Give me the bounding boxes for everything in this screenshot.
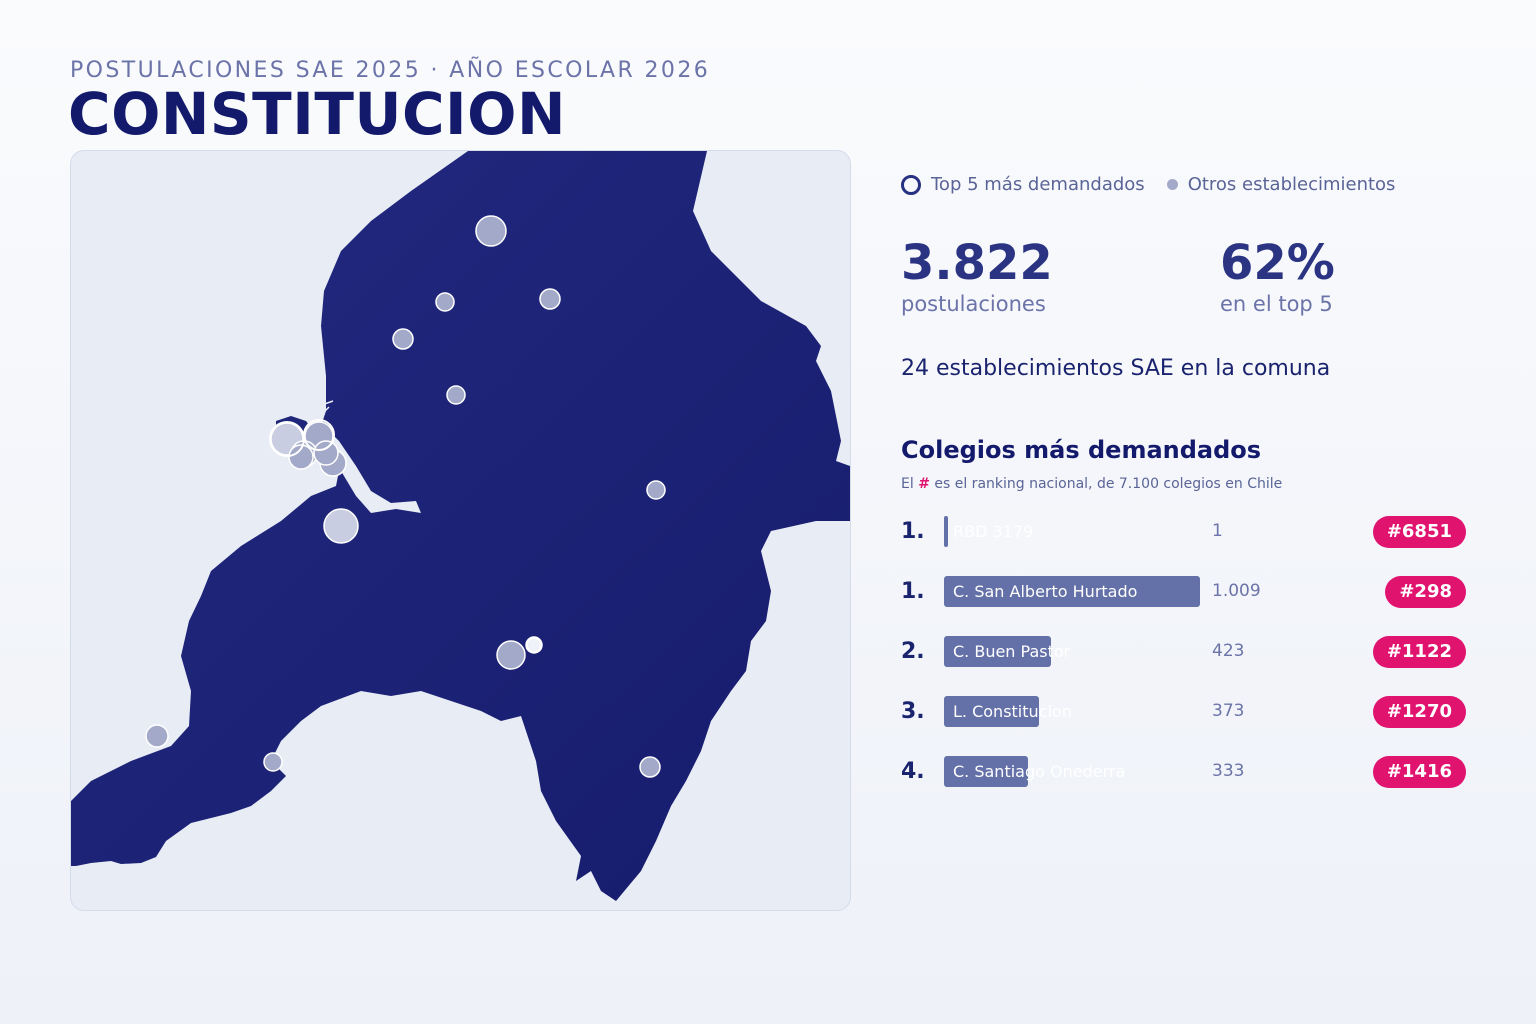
row-applications: 1.009 [1212,581,1261,601]
top5-ring-icon [901,174,921,195]
establishments-count: 24 establecimientos SAE en la comuna [901,356,1331,381]
school-marker[interactable] [539,288,561,310]
map-svg [71,151,850,901]
row-national-rank-badge: #6851 [1372,516,1466,548]
legend-top5-label: Top 5 más demandados [931,174,1145,195]
top5-share-label: en el top 5 [1220,292,1333,316]
row-bar [944,636,1051,667]
ranking-title: Colegios más demandados [901,436,1262,464]
subtitle-suffix: es el ranking nacional, de 7.100 colegio… [929,476,1283,492]
page-title: CONSTITUCION [68,80,566,148]
row-rank: 3. [901,699,925,724]
row-school-name: C. San Alberto Hurtado [953,582,1138,601]
row-bar [944,576,1200,607]
subtitle-prefix: El [901,476,919,492]
school-marker[interactable] [145,724,169,748]
school-marker[interactable] [475,215,507,247]
row-national-rank-badge: #1416 [1372,756,1466,788]
row-national-rank-badge: #1270 [1372,696,1466,728]
applications-label: postulaciones [901,292,1046,316]
school-marker[interactable] [313,440,339,466]
school-marker[interactable] [646,480,666,500]
school-marker[interactable] [446,385,466,405]
legend-others-label: Otros establecimientos [1187,174,1396,195]
school-marker[interactable] [323,508,359,544]
school-marker[interactable] [496,640,526,670]
school-marker[interactable] [392,328,414,350]
row-bar [944,756,1028,787]
ranking-row[interactable]: 1. C. San Alberto Hurtado 1.009 #298 [901,575,1466,609]
ranking-row[interactable]: 2. C. Buen Pastor 423 #1122 [901,635,1466,669]
school-marker[interactable] [435,292,455,312]
ranking-row[interactable]: 3. L. Constitucion 373 #1270 [901,695,1466,729]
row-school-name: L. Constitucion [953,702,1072,721]
row-rank: 1. [901,519,925,544]
subtitle-hash: # [918,476,930,492]
row-national-rank-badge: #298 [1385,576,1466,608]
top5-share-stat: 62% en el top 5 [1220,236,1335,316]
school-marker[interactable] [263,752,283,772]
row-national-rank-badge: #1122 [1372,636,1466,668]
top5-school-ring[interactable] [303,419,335,451]
applications-value: 3.822 [901,235,1053,291]
page-kicker: POSTULACIONES SAE 2025 · AÑO ESCOLAR 202… [70,58,711,83]
commune-land [71,151,850,901]
map-legend: Top 5 más demandados Otros establecimien… [901,174,1395,195]
row-school-name: C. Santiago Onederra [953,762,1126,781]
row-school-name: RBD 3179 [953,522,1034,541]
other-dot-icon [1166,179,1178,190]
river-branch [302,400,334,420]
row-school-name: C. Buen Pastor [953,642,1071,661]
top5-share-value: 62% [1220,235,1335,291]
row-rank: 4. [901,759,925,784]
row-applications: 423 [1212,641,1245,661]
row-applications: 373 [1212,701,1245,721]
commune-map[interactable] [70,150,851,911]
row-bar [944,696,1039,727]
row-rank: 1. [901,579,925,604]
row-rank: 2. [901,639,925,664]
ranking-row[interactable]: 4. C. Santiago Onederra 333 #1416 [901,755,1466,789]
school-marker[interactable] [288,444,314,470]
applications-stat: 3.822 postulaciones [901,236,1053,316]
ranking-row[interactable]: 1. RBD 3179 1 #6851 [901,515,1466,549]
ranking-subtitle: El # es el ranking nacional, de 7.100 co… [901,476,1282,492]
highlighted-school-marker[interactable] [526,637,542,653]
row-bar [944,516,948,547]
school-marker[interactable] [639,756,661,778]
row-applications: 1 [1212,521,1223,541]
row-applications: 333 [1212,761,1245,781]
